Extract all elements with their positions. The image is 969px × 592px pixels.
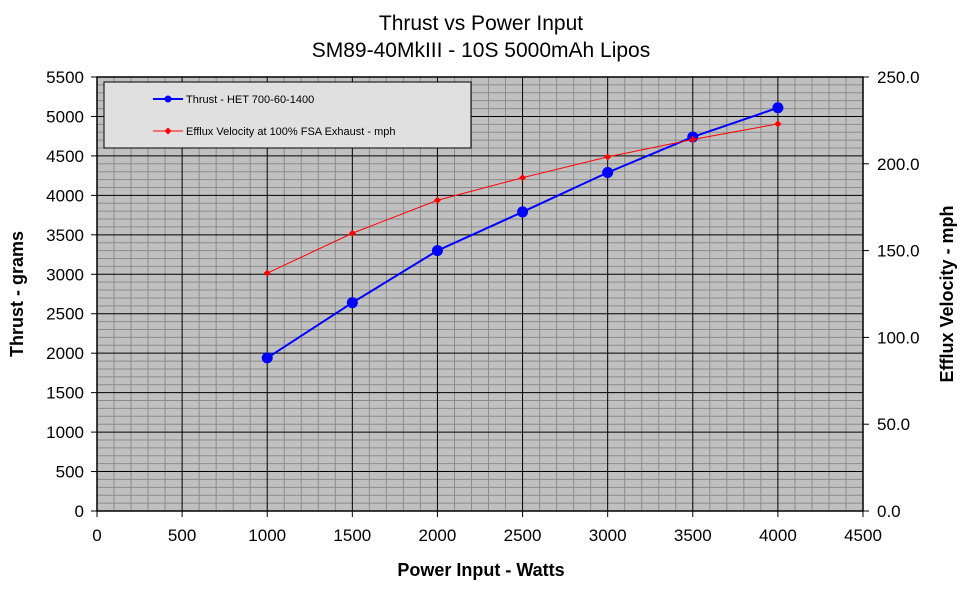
y-tick-label: 5500 [46,68,84,87]
thrust-data-point [431,245,443,257]
efflux-velocity-data-point [348,229,356,237]
series-layer [261,102,784,364]
thrust-data-point [602,166,614,178]
y-axis-left: 0 500 1000 1500 2000 2500 3000 3500 4000 4500 5000… [46,68,97,521]
y2-tick-label: 250.0 [877,68,920,87]
y2-tick-label: 150.0 [877,242,920,261]
y2-tick-label: 0.0 [877,502,901,521]
chart-title: Thrust vs Power Input [379,12,583,35]
y-axis-right: 0.0 50.0 100.0 150.0 200.0 250.0 [863,68,920,521]
x-tick-label: 4500 [844,526,882,545]
efflux-velocity-data-point [774,120,782,128]
efflux-velocity-data-point [689,135,697,143]
x-axis-label: Power Input - Watts [397,560,564,580]
y-tick-label: 0 [75,502,84,521]
y-tick-label: 2000 [46,344,84,363]
efflux-velocity-data-point [519,174,527,182]
x-tick-label: 500 [168,526,196,545]
thrust-data-point [346,297,358,309]
legend-thrust-label: Thrust - HET 700-60-1400 [186,94,314,106]
efflux-velocity-data-point [604,153,612,161]
y-tick-label: 1500 [46,384,84,403]
x-tick-label: 3000 [589,526,627,545]
thrust-data-point [772,102,784,114]
y-tick-label: 500 [56,463,84,482]
y2-axis-label: Efflux Velocity - mph [937,205,957,382]
x-tick-label: 1000 [248,526,286,545]
y-axis-label: Thrust - grams [7,231,27,357]
y-tick-label: 1000 [46,423,84,442]
y2-tick-label: 200.0 [877,155,920,174]
y-tick-label: 4000 [46,186,84,205]
y2-tick-label: 50.0 [877,415,910,434]
x-tick-label: 2500 [504,526,542,545]
x-tick-label: 2000 [419,526,457,545]
x-tick-label: 0 [92,526,101,545]
thrust-data-point [517,206,529,218]
legend-thrust-marker [164,95,172,103]
x-axis: 0 500 1000 1500 2000 2500 3000 3500 4000 4500 [92,511,882,545]
grid-minor [97,77,863,511]
thrust-data-point [261,352,273,364]
x-tick-label: 1500 [333,526,371,545]
legend-efflux-label: Efflux Velocity at 100% FSA Exhaust - mp… [186,126,396,138]
legend-box [103,81,472,149]
y-tick-label: 2500 [46,305,84,324]
legend-efflux-marker [164,127,172,135]
plot-area [97,77,863,511]
y-tick-label: 4500 [46,147,84,166]
efflux-velocity-data-point [433,196,441,204]
y-tick-label: 3000 [46,265,84,284]
y2-tick-label: 100.0 [877,328,920,347]
efflux-velocity-data-point [263,269,271,277]
y-tick-label: 3500 [46,226,84,245]
chart-subtitle: SM89-40MkIII - 10S 5000mAh Lipos [312,39,651,62]
plot-frame [96,76,864,512]
x-tick-label: 4000 [759,526,797,545]
y-tick-label: 5000 [46,107,84,126]
legend: Thrust - HET 700-60-1400 Efflux Velocity… [103,81,472,149]
x-tick-label: 3500 [674,526,712,545]
